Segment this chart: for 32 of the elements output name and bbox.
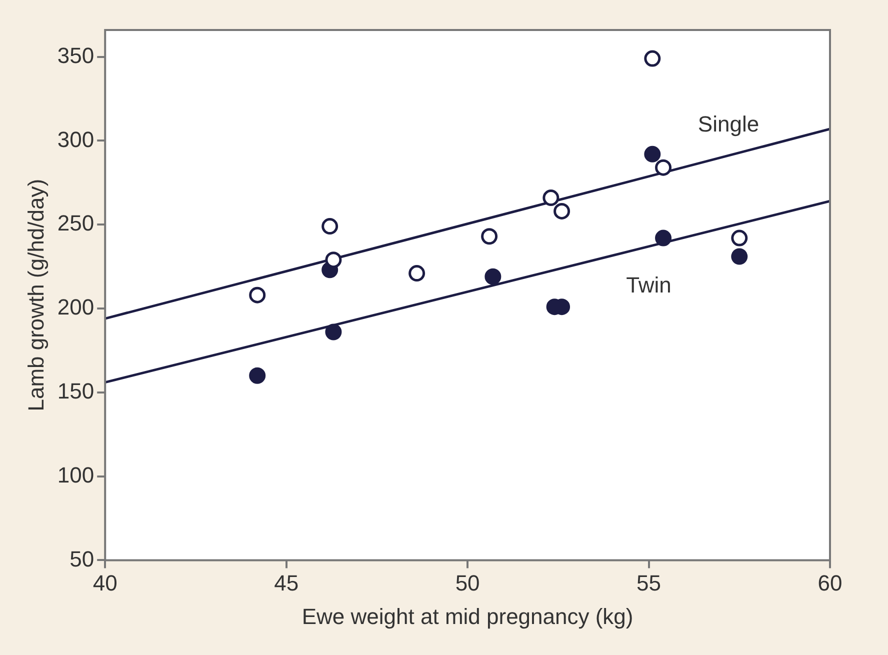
x-axis-title: Ewe weight at mid pregnancy (kg) [302, 604, 634, 629]
point [249, 367, 266, 384]
point [484, 268, 502, 285]
point [554, 202, 570, 220]
x-tick-label: 50 [455, 570, 480, 596]
x-tick-label: 55 [636, 570, 662, 596]
point [408, 265, 426, 282]
point [322, 218, 338, 235]
x-tick-label: 40 [92, 570, 118, 596]
y-tick-label: 250 [57, 210, 94, 236]
point [655, 230, 672, 246]
point [325, 252, 342, 268]
point [249, 286, 266, 304]
point [655, 159, 672, 176]
point [731, 230, 748, 246]
point [325, 324, 342, 340]
x-tick-label: 45 [274, 570, 299, 596]
point [542, 190, 560, 206]
y-tick-label: 200 [57, 294, 94, 320]
series-label: Single [698, 112, 760, 137]
point [481, 228, 498, 245]
x-tick-label: 60 [818, 570, 842, 596]
y-axis-title: Lamb growth (g/hd/day) [23, 178, 48, 412]
point [644, 146, 661, 162]
point [644, 50, 661, 67]
y-tick-label: 300 [57, 126, 94, 152]
point [731, 248, 748, 265]
series-label: Twin [626, 272, 672, 298]
y-tick-label: 350 [57, 42, 94, 68]
y-tick-label: 150 [57, 378, 94, 404]
y-tick-label: 50 [70, 546, 94, 572]
y-tick-label: 100 [57, 462, 94, 488]
